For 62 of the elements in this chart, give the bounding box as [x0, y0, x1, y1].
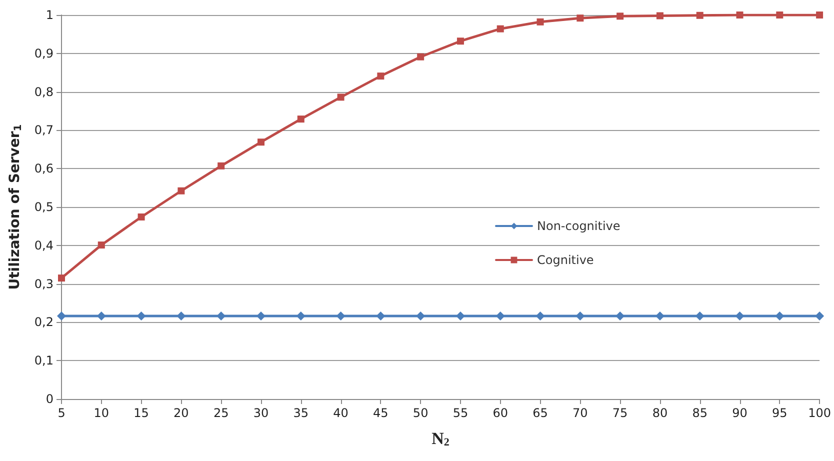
point	[496, 25, 504, 32]
point	[176, 312, 186, 321]
x-tick-label: 90	[732, 406, 748, 420]
point	[656, 12, 664, 20]
point	[297, 116, 304, 123]
y-tick-label: 0,8	[34, 84, 54, 99]
point	[136, 312, 146, 321]
y-tick-label: 0,7	[34, 123, 54, 138]
point	[138, 213, 145, 220]
y-tick-label: 0,1	[34, 354, 54, 368]
point	[377, 72, 384, 80]
x-tick-label: 50	[412, 406, 428, 420]
point	[816, 12, 824, 18]
point	[536, 312, 545, 321]
y-axis-title: Utilization of Server1	[7, 124, 24, 290]
y-tick-label: 0,3	[34, 276, 54, 291]
point	[736, 12, 744, 18]
point	[696, 12, 704, 19]
point	[57, 312, 66, 321]
point	[536, 18, 544, 26]
x-tick-label: 5	[58, 406, 66, 420]
point	[178, 187, 185, 194]
x-tick-label: 20	[174, 406, 189, 420]
point	[576, 14, 584, 22]
point	[417, 53, 424, 60]
x-tick-label: 35	[293, 406, 309, 420]
point	[98, 242, 105, 249]
x-tick-label: 70	[572, 406, 588, 420]
x-tick-label: 45	[373, 406, 388, 420]
x-tick-label: 75	[612, 406, 628, 420]
y-tick-label: 0,2	[34, 315, 54, 330]
x-tick-label: 40	[333, 406, 348, 420]
x-tick-label: 10	[94, 406, 110, 420]
x-tick-label: 60	[492, 406, 508, 420]
point	[616, 12, 624, 20]
point	[218, 162, 225, 170]
x-tick-label: 15	[134, 406, 149, 420]
x-tick-label: 65	[532, 406, 548, 420]
x-tick-label: 55	[452, 406, 468, 420]
point	[58, 274, 65, 282]
y-tick-label: 1	[46, 8, 54, 22]
point	[815, 312, 824, 321]
point	[337, 94, 344, 101]
x-tick-label: 100	[808, 406, 831, 420]
point	[376, 312, 386, 321]
point	[735, 312, 744, 321]
legend-label: Cognitive	[537, 253, 594, 267]
x-tick-label: 30	[253, 406, 269, 420]
y-tick-label: 0	[46, 392, 54, 406]
y-tick-label: 0,5	[34, 200, 54, 214]
point	[336, 312, 346, 321]
legend-label: Non-cognitive	[537, 219, 620, 233]
y-tick-label: 0,9	[34, 46, 54, 60]
y-tick-label: 0,6	[34, 162, 54, 176]
x-tick-label: 25	[213, 406, 229, 420]
point	[776, 12, 784, 18]
x-tick-label: 95	[772, 406, 788, 420]
y-tick-label: 0,4	[34, 238, 54, 252]
point	[456, 38, 464, 45]
x-tick-label: 85	[692, 406, 708, 420]
point	[257, 138, 264, 146]
x-tick-label: 80	[652, 406, 668, 420]
